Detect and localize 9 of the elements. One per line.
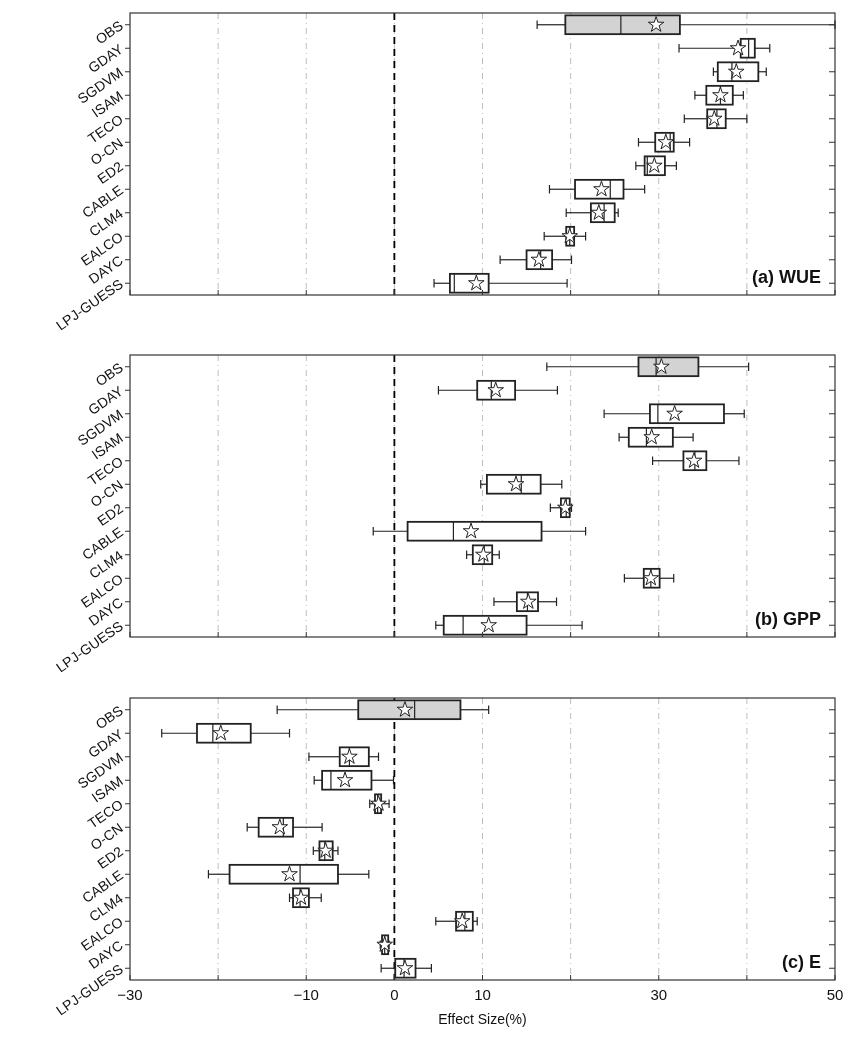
x-axis-title: Effect Size(%) [438, 1011, 527, 1027]
text: (c) E [781, 952, 821, 972]
x-tick-label: −10 [293, 986, 319, 1003]
x-tick-label: 0 [390, 986, 399, 1003]
x-tick-label: 30 [650, 986, 668, 1003]
text: (b) GPP [755, 609, 821, 629]
x-tick-label: 10 [474, 986, 491, 1003]
x-tick-label: 50 [826, 986, 844, 1003]
text: (a) WUE [752, 267, 821, 287]
